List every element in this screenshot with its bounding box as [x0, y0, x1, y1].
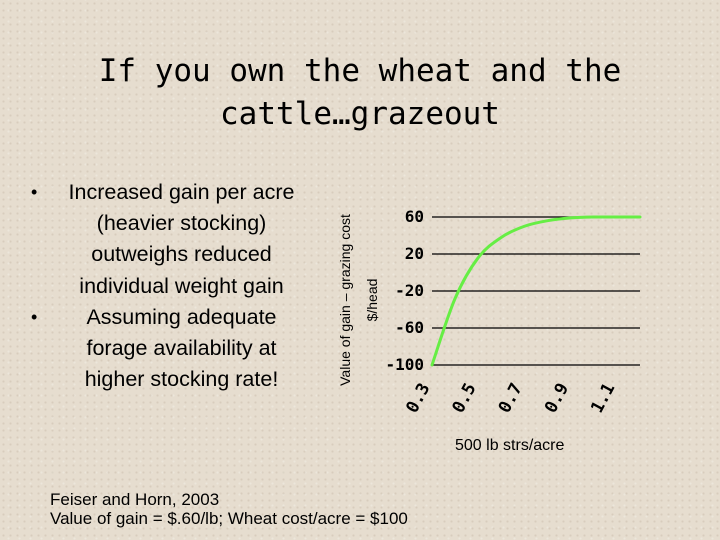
title-line-1: If you own the wheat and the [98, 53, 622, 89]
bullet-text: Increased gain per acre (heavier stockin… [68, 180, 295, 298]
x-ticks: 0.3 0.5 0.7 0.9 1.1 [402, 380, 619, 417]
y-tick-label: -60 [395, 318, 424, 337]
y-axis-label-line-2: $/head [364, 279, 380, 322]
bullet-item: Assuming adequate forage availability at… [28, 302, 303, 396]
x-tick-label: 0.9 [541, 380, 573, 417]
x-tick-label: 0.5 [449, 380, 481, 417]
y-tick-label: -100 [385, 355, 424, 374]
title-line-2: cattle…grazeout [220, 96, 500, 132]
plot-area [430, 215, 642, 367]
y-tick-label: 20 [405, 244, 424, 263]
footer: Feiser and Horn, 2003 Value of gain = $.… [50, 490, 408, 528]
x-tick-label: 0.3 [402, 380, 434, 417]
y-axis-label-line-1: Value of gain – grazing cost [337, 214, 353, 386]
y-ticks: 60 20 -20 -60 -100 [385, 207, 424, 374]
series-line [430, 215, 642, 367]
footer-line-1: Feiser and Horn, 2003 [50, 490, 220, 509]
bullet-list: Increased gain per acre (heavier stockin… [28, 177, 303, 395]
y-tick-label: -20 [395, 281, 424, 300]
y-axis-label: Value of gain – grazing cost $/head [337, 214, 380, 386]
x-axis-label: 500 lb strs/acre [455, 437, 565, 454]
grid [432, 216, 640, 366]
bullet-text: Assuming adequate forage availability at… [84, 304, 279, 392]
slide-title: If you own the wheat and the cattle…graz… [60, 50, 660, 136]
x-tick-label: 1.1 [587, 380, 619, 417]
y-tick-label: 60 [405, 207, 424, 226]
bullet-item: Increased gain per acre (heavier stockin… [28, 177, 303, 302]
footer-line-2: Value of gain = $.60/lb; Wheat cost/acre… [50, 509, 408, 528]
x-tick-label: 0.7 [495, 380, 527, 417]
